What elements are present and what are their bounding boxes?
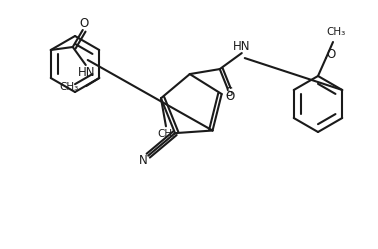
Text: O: O bbox=[225, 90, 234, 103]
Text: N: N bbox=[139, 154, 147, 167]
Text: O: O bbox=[326, 48, 336, 61]
Text: CH₃: CH₃ bbox=[59, 82, 78, 92]
Text: HN: HN bbox=[233, 40, 251, 53]
Text: CH₃: CH₃ bbox=[157, 129, 177, 139]
Text: CH₃: CH₃ bbox=[326, 27, 345, 37]
Text: O: O bbox=[79, 16, 88, 29]
Text: S: S bbox=[225, 85, 232, 99]
Text: HN: HN bbox=[78, 65, 96, 78]
